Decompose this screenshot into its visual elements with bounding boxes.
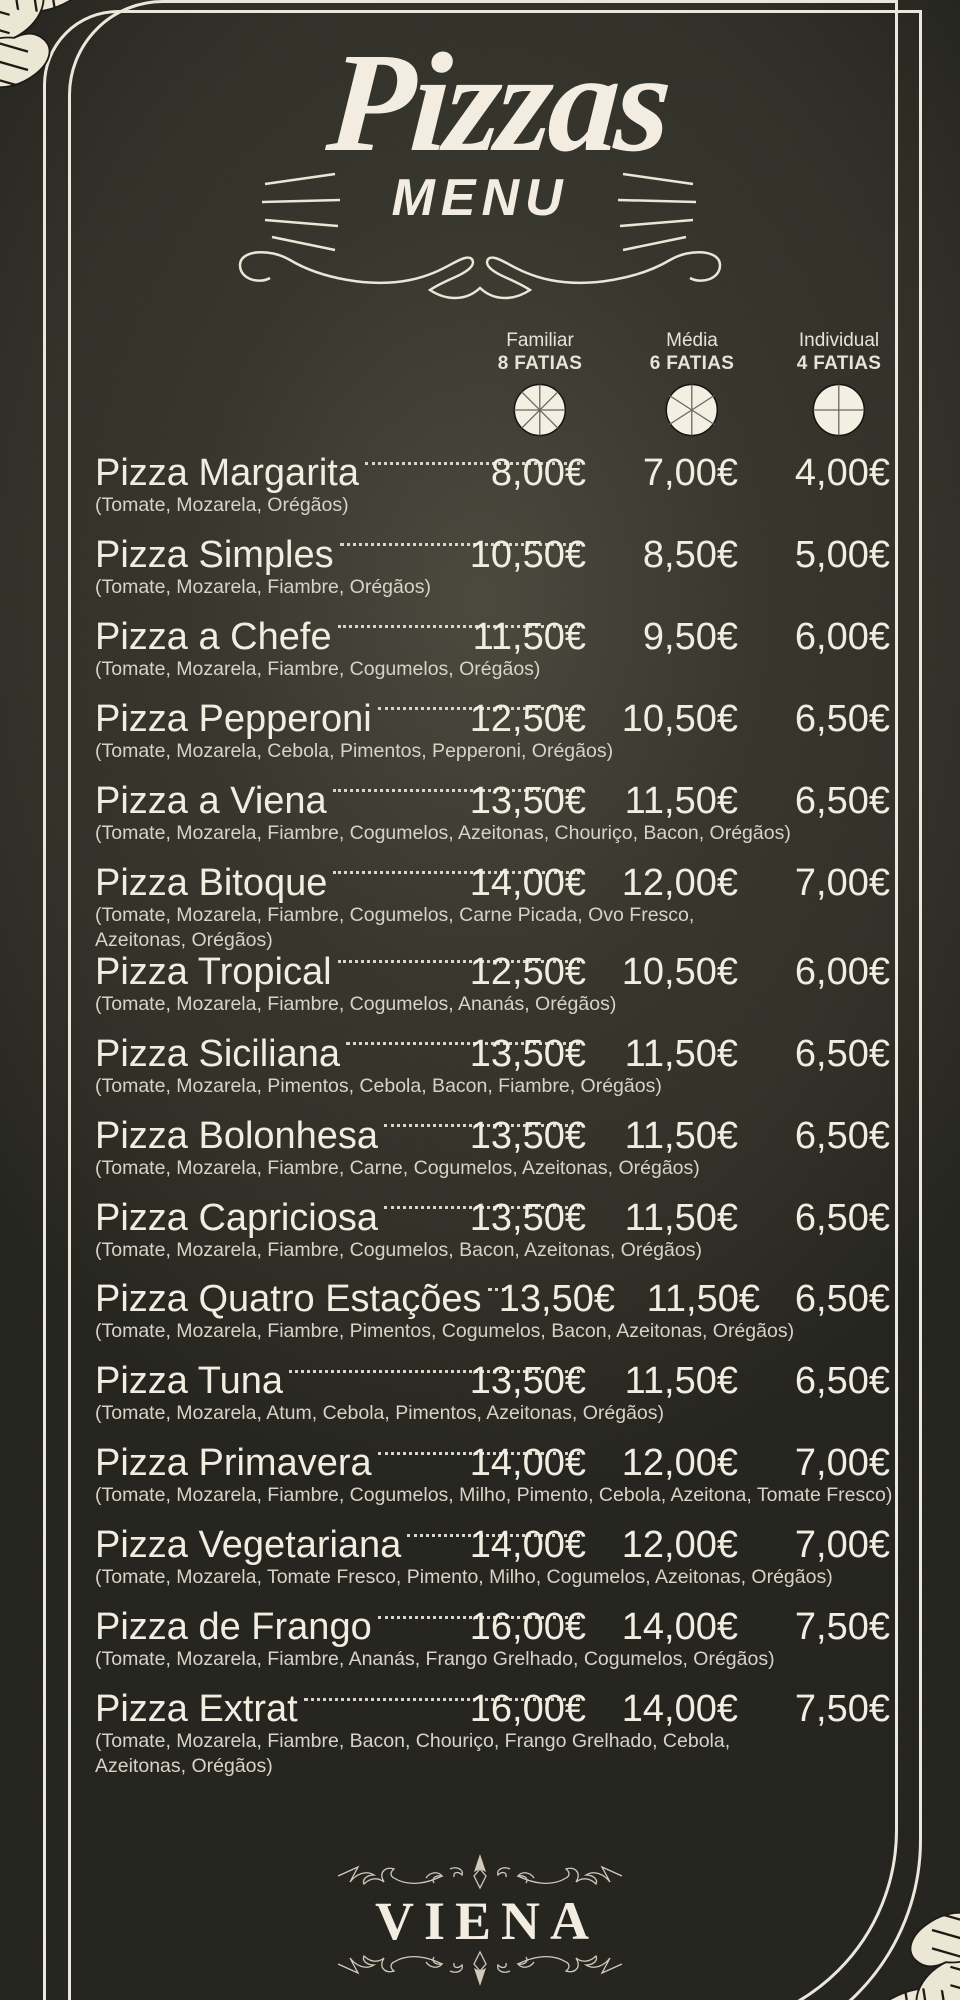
svg-text:Pizzas: Pizzas [322,23,673,181]
